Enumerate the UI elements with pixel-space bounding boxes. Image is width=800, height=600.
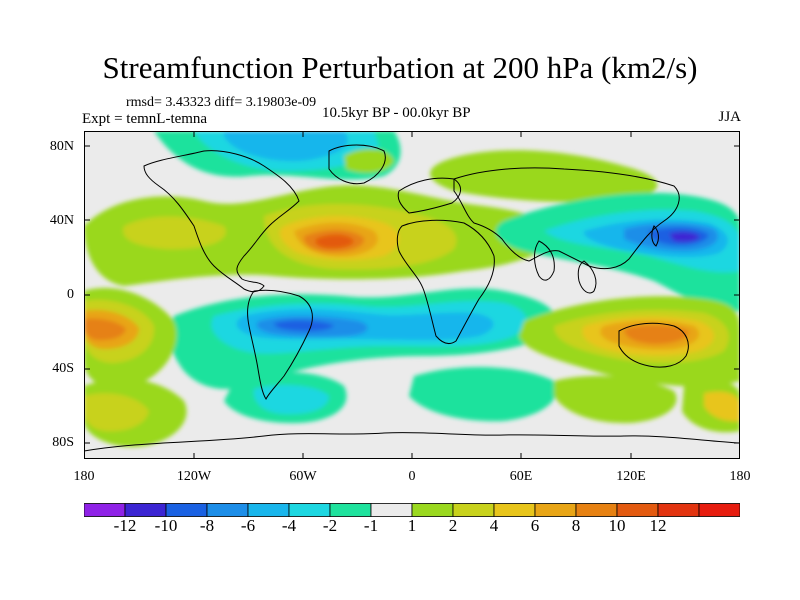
contour-fills	[84, 131, 740, 447]
lat-label-80n: 80N	[49, 139, 74, 154]
coast-australia	[618, 322, 689, 368]
plot-title: Streamfunction Perturbation at 200 hPa (…	[102, 50, 698, 85]
colorbar-box-0	[84, 503, 126, 517]
colorbar-box-12	[575, 503, 618, 517]
colorbar-box-10	[493, 503, 536, 517]
colorbar-label: -6	[240, 516, 256, 535]
colorbar-label: 6	[530, 516, 540, 535]
lat-label-40n: 40N	[49, 213, 74, 228]
colorbar-box-14	[657, 503, 700, 517]
contour-siberia-pos	[430, 150, 658, 203]
coast-antarctica	[84, 432, 740, 452]
colorbar-box-2	[165, 503, 208, 517]
period-text: 10.5kyr BP - 00.0kyr BP	[322, 105, 471, 121]
coast-europe	[397, 177, 461, 214]
lon-label-60w: 60W	[289, 469, 317, 484]
colorbar-label: 4	[489, 516, 499, 535]
colorbar-box-5	[288, 503, 331, 517]
colorbar-label: -12	[113, 516, 137, 535]
season-text: JJA	[718, 109, 741, 125]
coast-africa	[396, 219, 495, 344]
coast-north-america	[143, 150, 300, 293]
coast-se-asia	[577, 260, 597, 294]
contour-nh-pos3	[123, 216, 226, 250]
coast-greenland	[328, 144, 386, 185]
colorbar-box-3	[206, 503, 249, 517]
lon-label-120w: 120W	[176, 469, 212, 484]
experiment-text: Expt = temnL-temna	[82, 111, 208, 127]
colorbar-label: -8	[199, 516, 215, 535]
lon-label-180w: 180	[73, 469, 95, 484]
colorbar-label: -2	[322, 516, 338, 535]
contour-so-pos5	[554, 375, 677, 424]
streamfunction-map	[84, 131, 740, 459]
colorbar-box-11	[534, 503, 577, 517]
colorbar-label: 12	[649, 516, 667, 535]
colorbar-label: -4	[281, 516, 297, 535]
coast-asia	[453, 167, 680, 270]
contour-so-neg3	[409, 366, 557, 422]
coast-south-america	[247, 289, 313, 400]
contour-so-pos4	[704, 391, 740, 422]
lon-label-60e: 60E	[509, 469, 533, 484]
lon-label-180e: 180	[729, 469, 751, 484]
contour-so-pos2	[84, 393, 149, 432]
colorbar-box-9	[452, 503, 495, 517]
colorbar-box-13	[616, 503, 659, 517]
contour-so-neg2	[253, 385, 329, 415]
lat-label-40s: 40S	[52, 361, 74, 376]
colorbar-box-7	[370, 503, 413, 517]
coast-india	[534, 240, 555, 281]
colorbar	[84, 503, 740, 517]
stats-text: rmsd= 3.43323 diff= 3.19803e-09	[126, 95, 317, 110]
colorbar-label: 1	[407, 516, 417, 535]
lat-label-eq: 0	[67, 287, 74, 302]
colorbar-box-8	[411, 503, 454, 517]
colorbar-box-1	[124, 503, 167, 517]
contour-aus-pos5	[624, 325, 689, 344]
colorbar-label: -10	[154, 516, 178, 535]
contour-arctic-neg3	[224, 131, 348, 162]
contour-spac-pos4	[84, 318, 126, 341]
colorbar-label: 10	[608, 516, 626, 535]
coastlines	[84, 144, 740, 452]
colorbar-label: 2	[448, 516, 458, 535]
contour-nh-pos7	[315, 234, 354, 249]
colorbar-label: -1	[363, 516, 379, 535]
coast-japan	[651, 225, 659, 247]
lon-label-0: 0	[408, 469, 416, 484]
lat-label-80s: 80S	[52, 435, 74, 450]
colorbar-box-15	[698, 503, 740, 517]
contour-sh-neg5	[274, 320, 334, 332]
contour-north-atl-pos	[344, 149, 394, 173]
lon-label-120e: 120E	[616, 469, 646, 484]
colorbar-box-4	[247, 503, 290, 517]
contour-npac-neg6	[669, 231, 700, 242]
colorbar-box-6	[329, 503, 372, 517]
colorbar-label: 8	[571, 516, 581, 535]
axis-ticks	[84, 131, 740, 459]
